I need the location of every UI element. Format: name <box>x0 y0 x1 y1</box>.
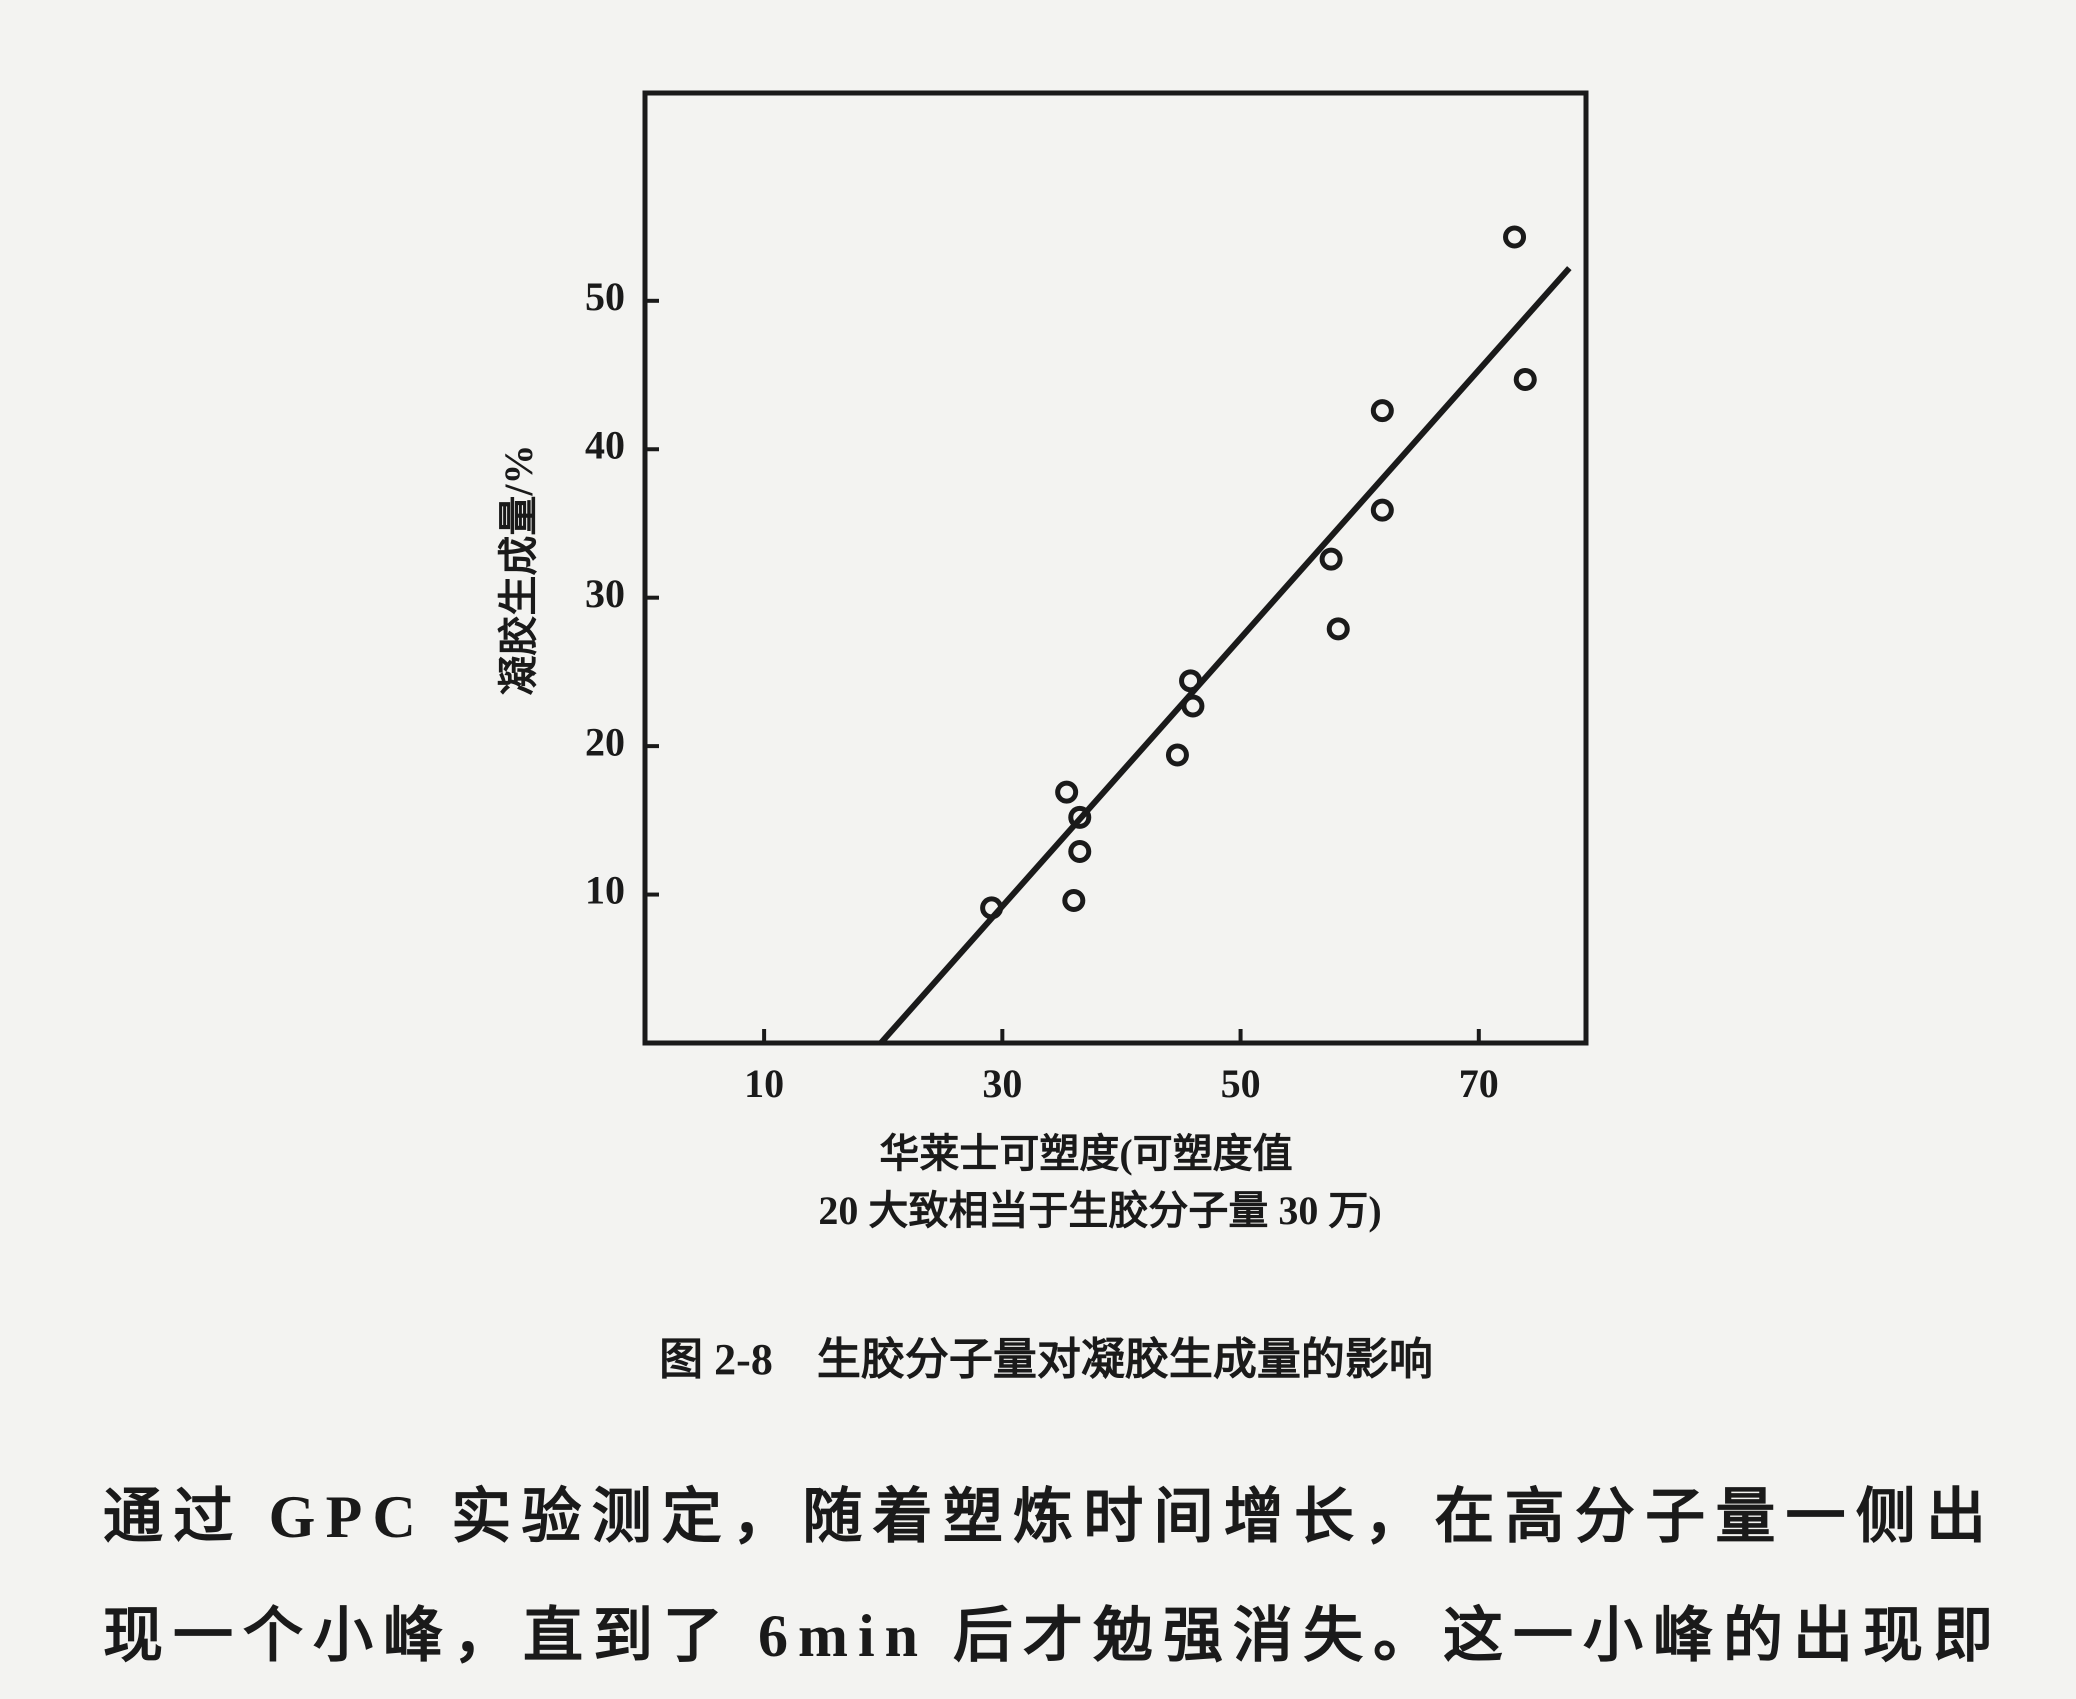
y-tick-label: 40 <box>585 422 625 467</box>
data-point <box>1326 617 1350 641</box>
y-tick-label: 50 <box>585 274 625 319</box>
data-point <box>1181 694 1205 718</box>
figure-caption: 图 2-8 生胶分子量对凝胶生成量的影响 <box>659 1335 1433 1384</box>
data-point <box>1370 498 1394 522</box>
data-point <box>1513 367 1537 391</box>
data-point <box>1319 547 1343 571</box>
data-point <box>1179 669 1203 693</box>
data-point <box>1068 805 1092 829</box>
x-axis-label: 20 大致相当于生胶分子量 30 万) <box>818 1188 1381 1233</box>
data-point <box>1370 399 1394 423</box>
data-point <box>980 896 1004 920</box>
data-point <box>1055 780 1079 804</box>
data-point <box>1062 889 1086 912</box>
body-text: 通过 GPC 实验测定，随着塑炼时间增长，在高分子量一侧出 <box>103 1484 1986 1550</box>
data-point <box>1165 743 1189 767</box>
data-point <box>1068 840 1092 864</box>
body-text: 现一个小峰，直到了 6min 后才勉强消失。这一小峰的出现即 <box>103 1603 1993 1669</box>
x-axis-label: 华莱士可塑度(可塑度值 <box>879 1131 1292 1176</box>
y-tick-label: 30 <box>585 571 625 616</box>
y-tick-label: 20 <box>585 719 625 764</box>
x-tick-label: 30 <box>982 1061 1022 1106</box>
x-tick-label: 50 <box>1221 1061 1261 1106</box>
x-tick-label: 70 <box>1459 1061 1499 1106</box>
x-tick-label: 10 <box>744 1061 784 1106</box>
plot-frame <box>642 90 1589 1046</box>
y-tick-label: 10 <box>585 868 625 913</box>
y-axis-label: 凝胶生成量/% <box>496 444 541 695</box>
data-point <box>1503 225 1527 249</box>
